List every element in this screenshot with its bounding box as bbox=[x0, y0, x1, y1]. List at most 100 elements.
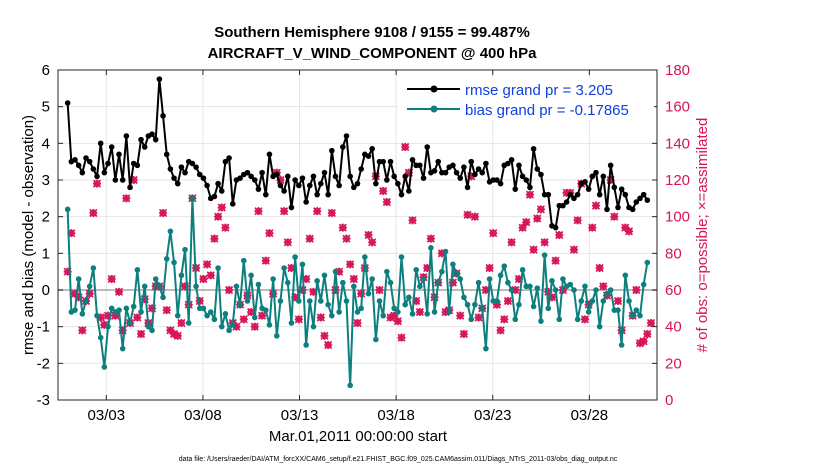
rmse-point bbox=[453, 169, 460, 176]
bias-point bbox=[461, 294, 467, 301]
bias-point bbox=[512, 316, 519, 323]
bias-point bbox=[178, 272, 185, 279]
obs-assimilated-point bbox=[492, 300, 501, 309]
rmse-point bbox=[629, 206, 636, 213]
x-tick-label: 03/08 bbox=[184, 407, 222, 424]
rmse-point bbox=[237, 175, 243, 181]
obs-assimilated-point bbox=[441, 307, 450, 317]
rmse-point bbox=[248, 173, 254, 180]
obs-assimilated-point bbox=[390, 311, 399, 320]
obs-assimilated-point bbox=[635, 339, 645, 348]
obs-assimilated-point bbox=[239, 315, 248, 324]
x-tick-label: 03/28 bbox=[571, 407, 609, 424]
rmse-point bbox=[160, 113, 166, 119]
bias-point bbox=[365, 290, 372, 297]
rmse-point bbox=[640, 191, 647, 198]
obs-assimilated-point bbox=[364, 230, 373, 240]
bias-point bbox=[446, 309, 453, 315]
rmse-point bbox=[395, 180, 401, 187]
bias-point bbox=[229, 322, 236, 328]
rmse-point bbox=[483, 160, 489, 167]
bias-point bbox=[552, 287, 559, 293]
rmse-point bbox=[101, 169, 108, 176]
obs-assimilated-point bbox=[180, 282, 190, 291]
obs-assimilated-point bbox=[522, 218, 531, 227]
bias-point bbox=[281, 265, 287, 271]
obs-assimilated-point bbox=[338, 223, 347, 232]
y-tick-label-left: -3 bbox=[37, 392, 50, 409]
obs-assimilated-point bbox=[386, 313, 395, 322]
bias-point bbox=[233, 283, 240, 290]
obs-assimilated-point bbox=[481, 285, 490, 295]
bias-point bbox=[519, 267, 526, 273]
rmse-point bbox=[457, 175, 464, 181]
bias-point bbox=[450, 261, 456, 268]
bias-point bbox=[167, 228, 174, 235]
rmse-point bbox=[461, 164, 467, 170]
obs-assimilated-point bbox=[613, 296, 623, 306]
obs-assimilated-point bbox=[632, 285, 641, 295]
bias-point bbox=[420, 276, 427, 282]
obs-assimilated-point bbox=[368, 238, 377, 247]
bias-point bbox=[307, 298, 313, 304]
bias-point bbox=[130, 303, 137, 310]
bias-point bbox=[340, 279, 346, 286]
rmse-point bbox=[97, 140, 104, 147]
bias-point bbox=[351, 283, 357, 290]
bias-point bbox=[336, 309, 342, 315]
bias-point bbox=[387, 279, 394, 286]
bias-point bbox=[527, 283, 533, 290]
obs-assimilated-point bbox=[320, 331, 329, 340]
bias-point bbox=[640, 281, 647, 288]
rmse-point bbox=[534, 166, 541, 172]
rmse-point bbox=[83, 155, 89, 161]
obs-assimilated-point bbox=[147, 304, 157, 313]
rmse-point bbox=[519, 173, 526, 180]
bias-point bbox=[585, 309, 592, 315]
y-tick-label-left: 3 bbox=[42, 172, 50, 189]
rmse-point bbox=[351, 184, 357, 191]
legend-rmse-marker bbox=[430, 85, 438, 93]
rmse-point bbox=[90, 166, 97, 172]
rmse-point bbox=[552, 224, 559, 231]
obs-assimilated-point bbox=[276, 175, 285, 185]
obs-assimilated-point bbox=[412, 296, 421, 306]
bias-point bbox=[255, 281, 262, 288]
rmse-point bbox=[284, 173, 291, 180]
obs-assimilated-point bbox=[621, 223, 630, 232]
rmse-point bbox=[332, 173, 339, 180]
obs-assimilated-point bbox=[158, 208, 168, 218]
obs-assimilated-point bbox=[382, 197, 391, 207]
obs-assimilated-point bbox=[169, 329, 179, 339]
rmse-point bbox=[354, 180, 361, 187]
bias-point bbox=[428, 245, 434, 251]
bias-point bbox=[534, 285, 541, 291]
rmse-point bbox=[86, 158, 93, 165]
bias-point bbox=[497, 272, 504, 279]
data-file-footnote: data file: /Users/raeder/DAI/ATM_forcXX/… bbox=[179, 456, 618, 463]
bias-point bbox=[299, 261, 306, 268]
obs-assimilated-point bbox=[217, 203, 226, 212]
obs-assimilated-point bbox=[327, 208, 336, 218]
obs-assimilated-point bbox=[316, 313, 325, 322]
rmse-point bbox=[163, 151, 170, 158]
bias-point bbox=[75, 276, 82, 282]
bias-point bbox=[398, 254, 405, 260]
bias-point bbox=[310, 323, 317, 330]
bias-point bbox=[622, 272, 629, 279]
obs-assimilated-point bbox=[485, 263, 494, 273]
rmse-point bbox=[593, 169, 599, 176]
y-tick-label-right: 180 bbox=[665, 62, 690, 79]
bias-point bbox=[574, 316, 581, 323]
obs-assimilated-point bbox=[426, 234, 435, 243]
obs-assimilated-point bbox=[346, 260, 355, 269]
obs-assimilated-point bbox=[459, 329, 468, 339]
bias-point bbox=[475, 279, 482, 286]
obs-assimilated-point bbox=[214, 212, 223, 221]
bias-point bbox=[380, 312, 386, 319]
obs-assimilated-point bbox=[536, 205, 546, 214]
obs-assimilated-point bbox=[404, 168, 413, 177]
rmse-point bbox=[571, 195, 577, 202]
obs-assimilated-point bbox=[342, 234, 351, 243]
